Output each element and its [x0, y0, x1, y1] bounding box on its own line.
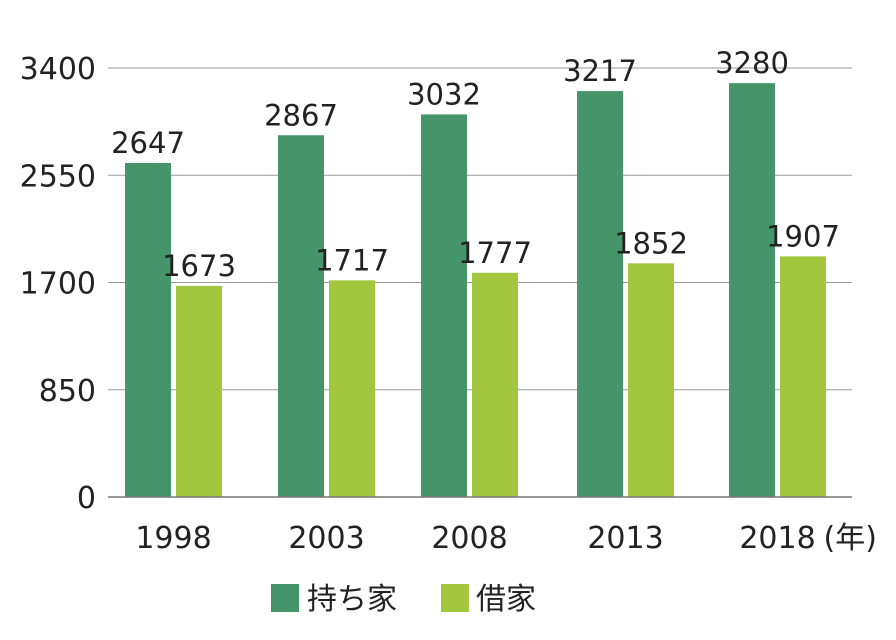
- legend-label: 持ち家: [307, 582, 397, 617]
- data-label: 1852: [614, 226, 688, 260]
- bar-owned-2013: [577, 91, 623, 497]
- y-tick-label: 3400: [20, 52, 96, 87]
- bar-owned-2018: [729, 83, 775, 497]
- y-tick-label: 850: [39, 374, 96, 409]
- bar-rented-2013: [628, 263, 674, 497]
- data-label: 3280: [715, 46, 789, 80]
- bar-owned-2003: [278, 135, 324, 497]
- y-tick-label: 1700: [20, 267, 96, 302]
- x-tick-label: 2003: [288, 521, 364, 556]
- bar-owned-2008: [421, 114, 467, 498]
- data-label: 1907: [766, 219, 840, 253]
- x-axis-tick-labels: 1998 2003 2008 2013 2018 (年): [135, 521, 877, 556]
- data-label: 1717: [315, 243, 389, 277]
- legend-swatch: [441, 584, 469, 612]
- data-label: 3217: [563, 54, 637, 88]
- legend-swatch: [271, 584, 299, 612]
- data-label: 2647: [111, 126, 185, 160]
- data-label: 1673: [162, 249, 236, 283]
- y-axis-tick-labels: 0 850 1700 2550 3400: [20, 52, 96, 516]
- data-labels: 2647 2867 3032 3217 3280 1673 1717 1777 1852 1907: [111, 46, 840, 283]
- bar-rented-2003: [329, 280, 375, 497]
- x-tick-label: 1998: [135, 521, 211, 556]
- x-tick-label: 2008: [431, 521, 507, 556]
- legend: 持ち家 借家: [271, 582, 536, 617]
- bar-owned-1998: [125, 163, 171, 498]
- bar-rented-1998: [176, 285, 222, 497]
- legend-label: 借家: [476, 582, 536, 617]
- x-tick-label: 2013: [587, 521, 663, 556]
- x-tick-label: 2018: [739, 521, 815, 556]
- bar-rented-2008: [472, 272, 518, 497]
- data-label: 3032: [407, 77, 481, 111]
- x-axis-unit-label: (年): [824, 521, 877, 556]
- bar-rented-2018: [780, 256, 826, 497]
- data-label: 1777: [458, 236, 532, 270]
- y-tick-label: 2550: [20, 159, 96, 194]
- data-label: 2867: [264, 98, 338, 132]
- bars: [125, 83, 826, 498]
- y-tick-label: 0: [77, 481, 96, 516]
